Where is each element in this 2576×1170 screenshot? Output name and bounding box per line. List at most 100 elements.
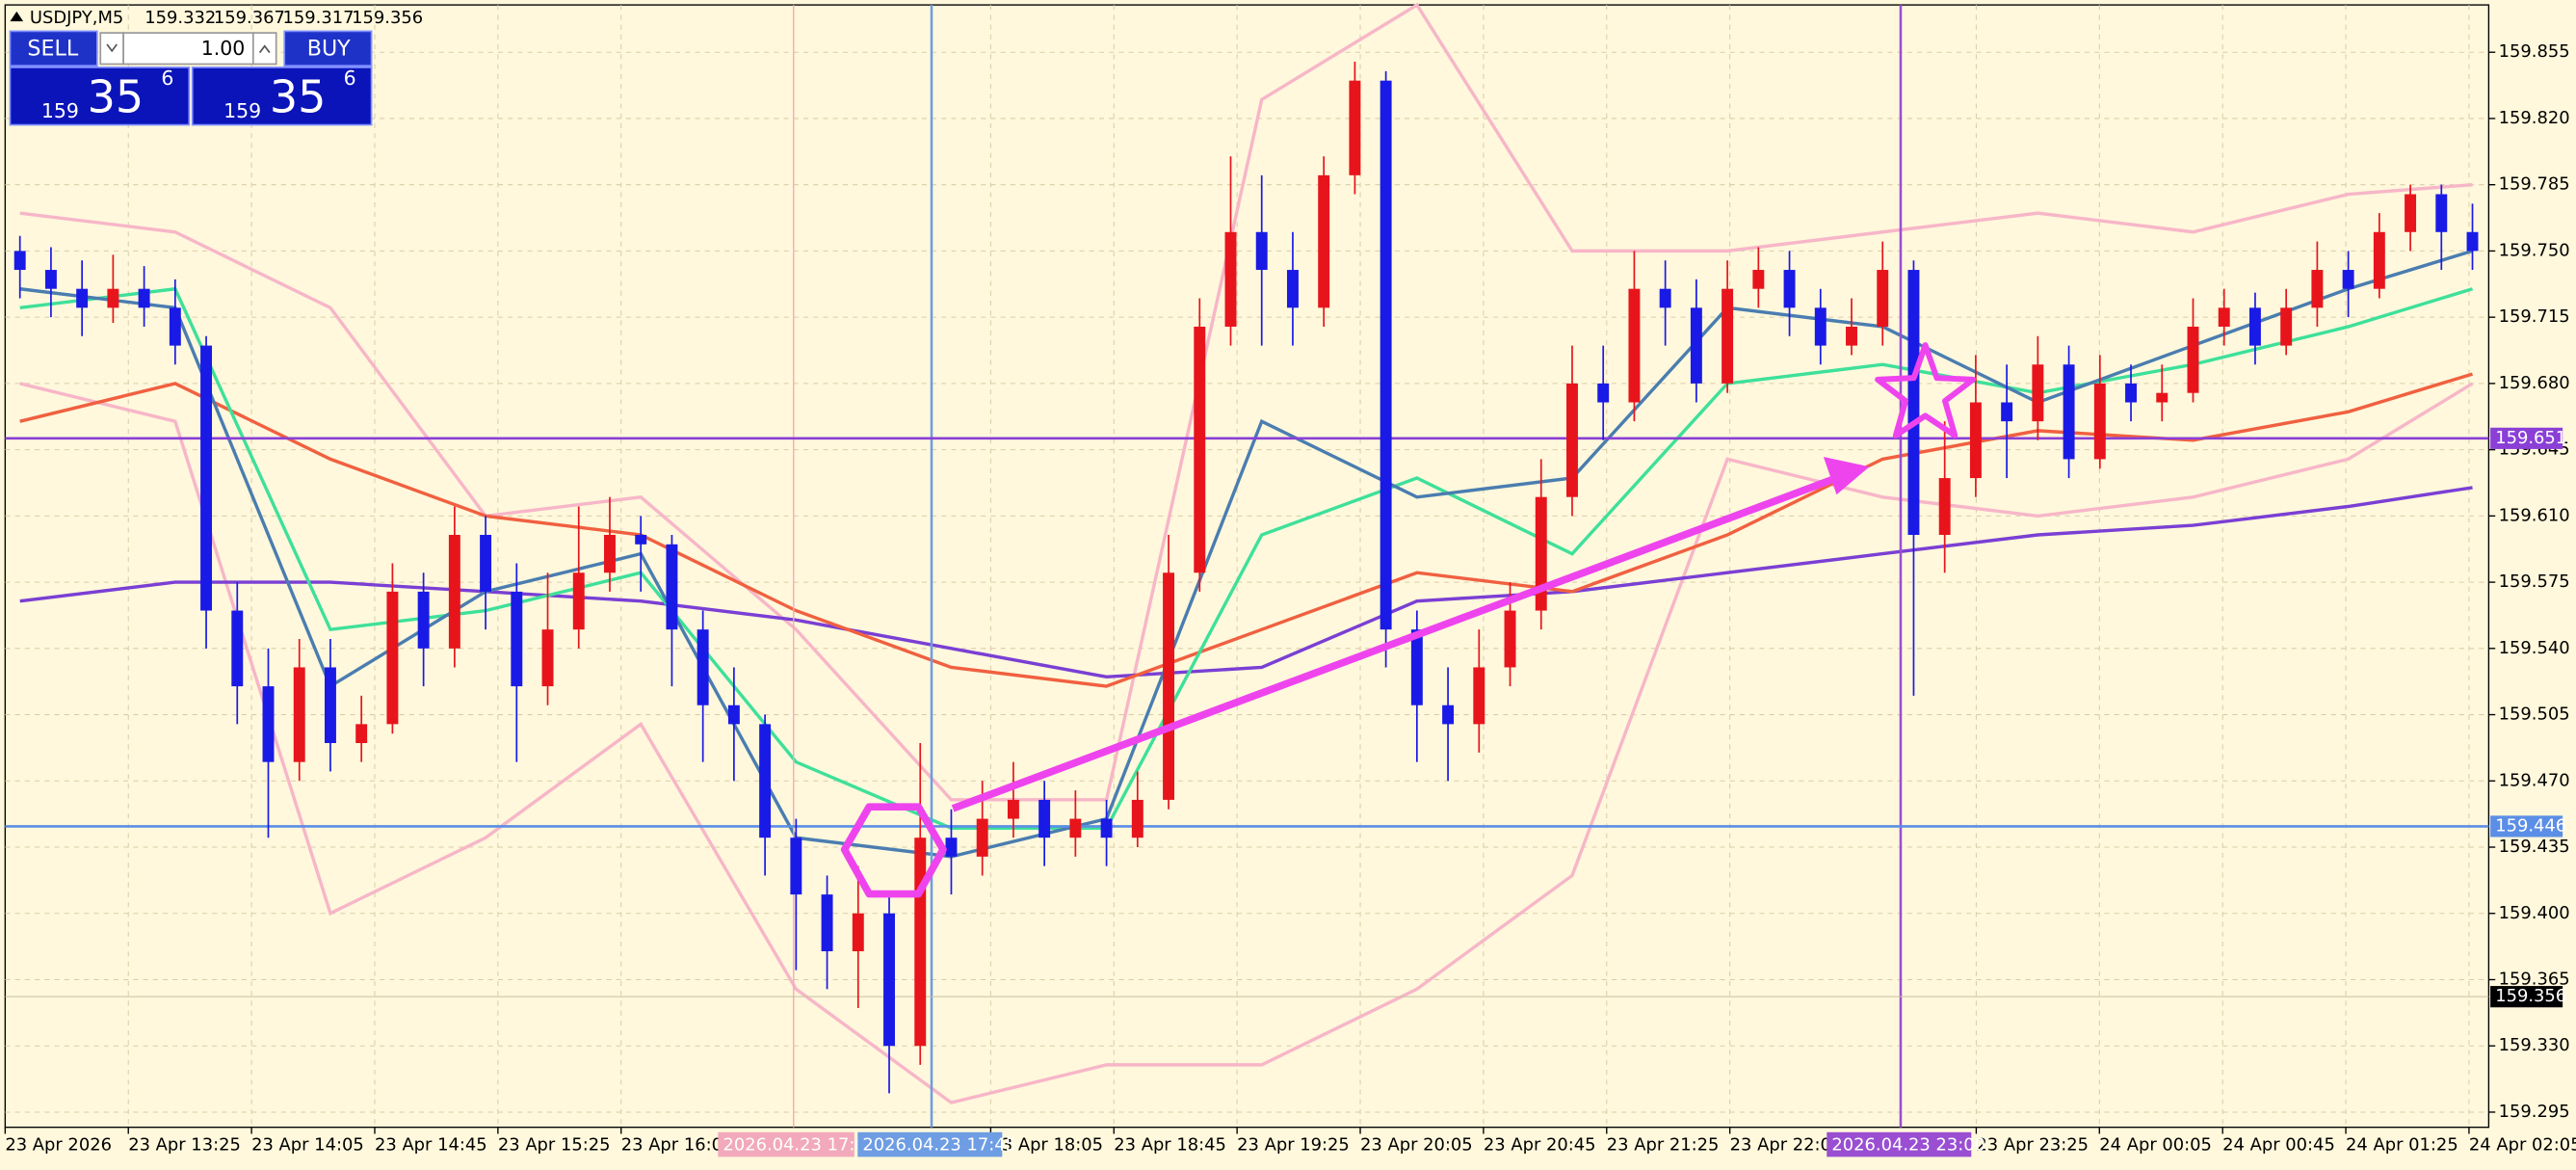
candle-body [1380, 80, 1392, 630]
x-tick-label: 23 Apr 14:45 [375, 1134, 487, 1155]
sell-button[interactable] [9, 30, 98, 67]
ask-pips: 35 [270, 71, 327, 123]
current-price-tag [2490, 986, 2563, 1008]
cursor-tag [857, 1131, 1003, 1157]
candle-body [138, 288, 150, 308]
candle-body [666, 544, 678, 630]
candle-body [1566, 383, 1578, 497]
candle-body [262, 686, 275, 762]
cursor-tag-label: 2026.04.23 17:05 [723, 1134, 877, 1155]
arrow-head [1823, 457, 1870, 495]
ask-box[interactable] [191, 66, 373, 126]
indicator-line [19, 382, 2474, 1104]
candle-body [1349, 80, 1361, 175]
candle-body [1038, 799, 1051, 838]
candle-body [1846, 326, 1857, 346]
indicator-line [19, 372, 2474, 688]
cursor-tag [718, 1131, 854, 1157]
candle-body [1877, 270, 1889, 327]
bid-pips: 35 [88, 71, 145, 123]
x-tick-label: 23 Apr 18:05 [990, 1134, 1103, 1155]
buy-button[interactable] [283, 30, 373, 67]
candle-body [914, 838, 927, 1047]
y-tick-label: 159.400 [2499, 903, 2570, 923]
indicators [19, 2, 2474, 1104]
indicator-line [19, 486, 2473, 679]
candle-body [2063, 364, 2075, 460]
quote-value: 159.317 [283, 8, 355, 28]
axes: 159.855 159.820 159.785 159.750 159.715 159.6… [4, 41, 2576, 1155]
y-tick-label: 159.540 [2499, 638, 2570, 658]
candle-body [448, 534, 460, 649]
candle-body [2466, 231, 2479, 252]
candle-body [1194, 326, 1206, 573]
lot-up-icon [258, 44, 271, 54]
candle-body [1224, 231, 1237, 327]
y-tick-label: 159.295 [2499, 1102, 2570, 1122]
x-tick-label: 23 Apr 13:25 [128, 1134, 241, 1155]
candle-body [2218, 307, 2230, 327]
x-tick-label: 23 Apr 14:05 [251, 1134, 364, 1155]
annotations [840, 342, 1976, 898]
y-tick-label: 159.715 [2499, 306, 2570, 327]
star-marker [1875, 342, 1976, 439]
y-tick-label: 159.680 [2499, 373, 2570, 393]
candle-body [1938, 478, 1951, 535]
y-tick-label: 159.435 [2499, 837, 2570, 857]
candle-body [2187, 326, 2199, 393]
y-tick-label: 159.505 [2499, 705, 2570, 725]
candle-body [1286, 270, 1299, 308]
candle-body [1659, 288, 1671, 308]
candle-body [635, 534, 647, 545]
cursor-tag-label: 2026.04.23 17:45 [862, 1134, 1016, 1155]
x-tick-label: 23 Apr 22:05 [1730, 1134, 1843, 1155]
x-tick-label: 23 Apr 18:45 [1114, 1134, 1226, 1155]
candle-body [1597, 383, 1610, 403]
candle-body [355, 724, 368, 744]
candle-body [1473, 667, 1485, 725]
candle-body [1504, 610, 1516, 668]
candle-body [2342, 270, 2354, 289]
candle-body [2001, 402, 2013, 422]
x-tick-label: 23 Apr 20:45 [1484, 1134, 1596, 1155]
candle-body [976, 818, 988, 857]
candle-body [821, 894, 833, 952]
hexagon-marker [840, 803, 947, 898]
candle-body [169, 307, 181, 346]
candle-body [1255, 231, 1268, 271]
lot-down-icon [106, 43, 118, 53]
candle-body [44, 270, 57, 289]
x-tick-label: 24 Apr 01:25 [2346, 1134, 2458, 1155]
candle-body [945, 838, 958, 857]
y-tick-label: 159.330 [2499, 1035, 2570, 1055]
y-tick-label: 159.470 [2499, 770, 2570, 790]
x-tick-label: 24 Apr 02:05 [2469, 1134, 2576, 1155]
y-tick-label: 159.610 [2499, 505, 2570, 525]
candle-body [1442, 705, 1455, 725]
candle-body [1722, 288, 1734, 384]
y-tick-label: 159.365 [2499, 969, 2570, 989]
indicator-line [19, 2, 2473, 802]
candle-body [790, 838, 802, 895]
candle-body [697, 629, 709, 705]
x-tick-label: 24 Apr 00:45 [2222, 1134, 2335, 1155]
lot-down[interactable] [99, 32, 124, 66]
candle-body [417, 591, 430, 649]
x-tick-label: 24 Apr 00:05 [2099, 1134, 2212, 1155]
candle-body [2125, 383, 2138, 403]
lot-up[interactable] [251, 32, 277, 66]
collapse-icon[interactable] [10, 11, 24, 22]
candle-body [852, 913, 864, 952]
candle-body [293, 667, 305, 762]
candle-body [1969, 402, 1982, 479]
bid-big: 159 [41, 99, 79, 122]
bid-box[interactable] [9, 66, 191, 126]
sell-label: SELL [27, 37, 78, 62]
candle-body [13, 251, 26, 271]
candle-body [107, 288, 119, 308]
candle-body [386, 591, 399, 725]
candle-body [1318, 174, 1330, 308]
price-tag-label: 159.446 [2495, 815, 2566, 836]
